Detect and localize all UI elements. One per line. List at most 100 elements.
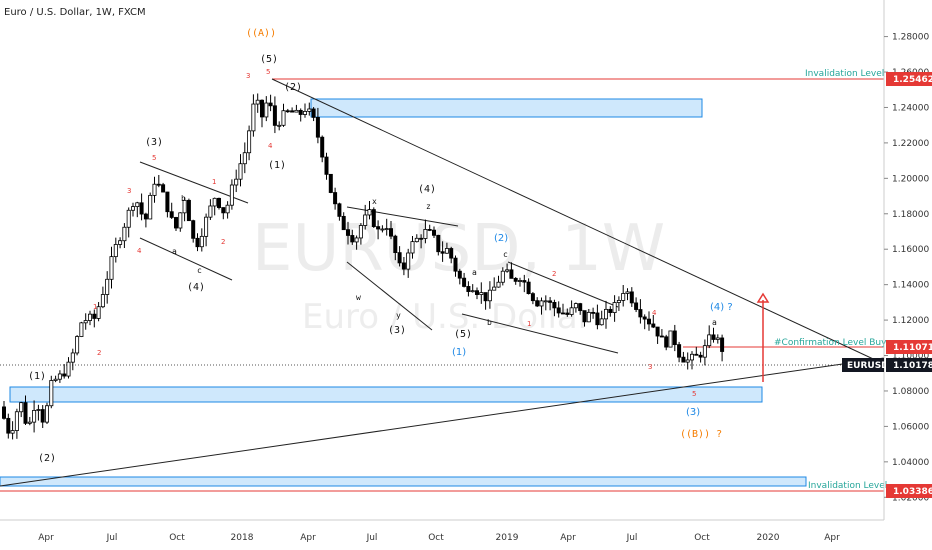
candle-down — [272, 105, 277, 126]
candle-up — [487, 289, 492, 302]
candle-down — [647, 318, 652, 325]
time-tick-label: Oct — [169, 533, 185, 543]
candle-down — [565, 312, 570, 315]
candle-down — [677, 344, 682, 358]
candle-down — [350, 235, 355, 243]
candle-up — [414, 237, 419, 243]
wave-label-w: w — [356, 293, 361, 302]
candle-down — [161, 184, 166, 193]
candle-down — [259, 99, 264, 118]
wave-label-red-5-left: 5 — [152, 154, 156, 162]
price-tick-label: 1.28000 — [892, 33, 929, 43]
candle-down — [634, 302, 639, 310]
candle-down — [659, 335, 664, 338]
candle-down — [672, 330, 677, 346]
wave-label-blue-3: (3) — [686, 407, 700, 418]
invalidation-lower-label: Invalidation Level — [808, 481, 887, 491]
wave-label-blue-4: (4) ? — [710, 302, 733, 313]
candle-up — [247, 130, 252, 154]
candle-down — [638, 309, 643, 318]
candle-down — [290, 110, 295, 113]
candle-up — [75, 336, 80, 354]
candle-up — [543, 300, 548, 303]
candle-down — [333, 192, 338, 205]
candle-down — [595, 312, 600, 326]
candle-down — [642, 316, 647, 320]
wave-label-red-3-left: 3 — [127, 187, 131, 195]
candle-down — [427, 229, 432, 231]
candle-down — [216, 197, 221, 208]
current-price-badge — [886, 358, 932, 372]
candle-up — [148, 194, 153, 220]
symbol-badge-text: EURUSD — [847, 361, 889, 371]
demand-zone — [9, 386, 763, 403]
wave-label-x: x — [372, 197, 377, 206]
candle-down — [522, 280, 527, 283]
candle-up — [49, 380, 54, 407]
candle-down — [143, 213, 148, 220]
candle-up — [229, 184, 234, 206]
price-tick-label: 1.08000 — [892, 387, 929, 397]
wave-label-red-4-top: 4 — [268, 142, 273, 150]
candle-down — [561, 312, 566, 315]
time-tick-label: Apr — [300, 533, 316, 543]
candle-up — [573, 303, 578, 309]
candle-up — [264, 102, 269, 118]
buy-arrow-head — [756, 292, 770, 303]
candle-down — [436, 234, 441, 253]
wave-label-5-mid: (5) — [454, 329, 472, 340]
time-tick-label: 2018 — [231, 533, 254, 543]
candle-up — [281, 110, 286, 126]
candle-up — [178, 212, 183, 229]
candle-down — [509, 269, 514, 279]
candle-up — [518, 280, 523, 282]
candle-up — [57, 373, 62, 380]
candle-down — [457, 270, 462, 279]
candle-up — [492, 286, 497, 291]
candle-down — [345, 229, 350, 236]
wave-label-blue-1: (1) — [452, 347, 466, 358]
candle-down — [341, 215, 346, 231]
candle-up — [182, 199, 187, 214]
time-axis[interactable]: Apr Jul Oct 2018 Apr Jul Oct 2019 Apr Jul Oct 2020 A… — [38, 533, 840, 543]
wave-label-2-left: (2) — [38, 453, 56, 464]
candle-down — [535, 300, 540, 307]
wave-label-4-mid: (4) — [418, 184, 436, 195]
candle-down — [608, 308, 613, 313]
wave-label-small-b-left: b — [181, 194, 186, 203]
candle-up — [14, 411, 19, 431]
candle-down — [2, 406, 7, 419]
price-tick-label: 1.04000 — [892, 458, 929, 468]
candle-down — [720, 337, 725, 352]
candle-up — [363, 214, 368, 226]
candle-down — [298, 109, 303, 115]
candle-up — [277, 124, 282, 127]
wave-label-B: ((B)) ? — [680, 429, 722, 440]
price-tick-label: 1.20000 — [892, 174, 929, 184]
time-tick-label: Apr — [560, 533, 576, 543]
price-axis[interactable]: 1.280001.260001.240001.220001.200001.180… — [884, 33, 929, 504]
candle-up — [586, 311, 591, 323]
wave-label-a-right: a — [712, 318, 717, 327]
time-tick-label: Apr — [824, 533, 840, 543]
candle-down — [337, 203, 342, 217]
wave-label-small-a-left: a — [172, 247, 177, 256]
candle-down — [324, 156, 329, 175]
candle-up — [88, 313, 93, 321]
wave-label-4-left: (4) — [187, 282, 205, 293]
candle-up — [625, 291, 630, 294]
price-tick-label: 1.02000 — [892, 493, 929, 503]
candle-down — [186, 199, 191, 222]
candle-up — [621, 293, 626, 301]
candle-down — [315, 117, 320, 138]
invalidation-upper-value: 1.25462 — [893, 75, 932, 85]
candle-down — [268, 102, 273, 107]
candle-down — [328, 173, 333, 193]
time-tick-label: Oct — [428, 533, 444, 543]
wave-label-red-4-left: 4 — [137, 247, 142, 255]
candle-up — [208, 205, 213, 218]
candle-down — [173, 217, 178, 229]
time-tick-label: Oct — [694, 533, 710, 543]
